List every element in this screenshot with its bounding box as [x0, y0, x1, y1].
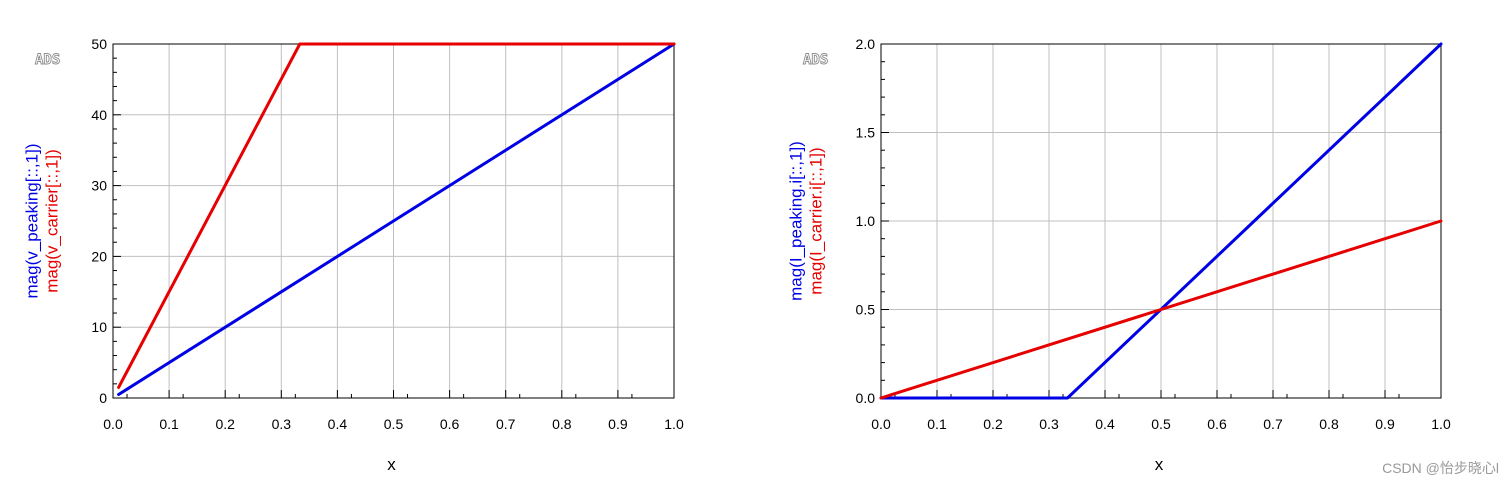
y-tick-label: 40 [91, 107, 107, 123]
chart-panel-1: 0.0 0.1 0.2 0.3 0.4 0.5 0.6 0.7 0.8 0.9 1.0 0 10 20 30… [22, 36, 683, 474]
x-tick-label: 0.3 [1039, 416, 1059, 432]
ads-badge: ADS [803, 52, 828, 68]
y-axis-label-1: mag(I_peaking.i[::,1]) [786, 141, 805, 301]
x-tick-label: 0.3 [272, 416, 292, 432]
y-tick-label: 0 [99, 390, 107, 406]
series-line-2 [879, 219, 1443, 400]
series-line-2 [117, 42, 676, 389]
y-tick-label: 1.0 [856, 213, 876, 229]
y-tick-label: 2.0 [856, 36, 876, 52]
y-axis-label-2: mag(I_carrier.i[::,1]) [806, 147, 825, 294]
x-tick-label: 0.0 [871, 416, 891, 432]
x-axis-label: x [387, 455, 396, 474]
y-tick-label: 50 [91, 36, 107, 52]
x-tick-label: 0.6 [440, 416, 460, 432]
x-tick-label: 0.0 [103, 416, 123, 432]
x-tick-label: 0.7 [496, 416, 516, 432]
x-tick-label: 0.1 [159, 416, 179, 432]
x-tick-label: 1.0 [664, 416, 684, 432]
x-tick-label: 0.5 [384, 416, 404, 432]
ads-badge: ADS [35, 52, 60, 68]
x-tick-label: 0.2 [215, 416, 235, 432]
x-tick-label: 0.7 [1263, 416, 1283, 432]
y-axis-label-1: mag(v_peaking[::,1]) [22, 144, 41, 299]
y-tick-label: 1.5 [856, 125, 876, 141]
x-tick-label: 0.6 [1207, 416, 1227, 432]
x-tick-label: 0.9 [1375, 416, 1395, 432]
y-tick-label: 0.0 [856, 390, 876, 406]
y-tick-label: 20 [91, 248, 107, 264]
chart-panel-2: 0.0 0.1 0.2 0.3 0.4 0.5 0.6 0.7 0.8 0.9 1.0 0.0 0.5 1… [786, 36, 1450, 474]
x-tick-label: 0.4 [328, 416, 348, 432]
csdn-watermark: CSDN @怡步晓心l [1382, 460, 1499, 476]
x-tick-label: 0.2 [983, 416, 1003, 432]
x-tick-label: 0.4 [1095, 416, 1115, 432]
x-tick-label: 0.1 [927, 416, 947, 432]
x-tick-label: 0.8 [1319, 416, 1339, 432]
y-tick-label: 0.5 [856, 302, 876, 318]
x-tick-label: 0.9 [608, 416, 628, 432]
x-tick-label: 0.8 [552, 416, 572, 432]
x-tick-label: 0.5 [1151, 416, 1171, 432]
y-tick-label: 10 [91, 319, 107, 335]
series-line-1 [117, 42, 676, 396]
x-tick-label: 1.0 [1431, 416, 1451, 432]
y-axis-label-2: mag(v_carrier[::,1]) [42, 149, 61, 293]
y-tick-label: 30 [91, 178, 107, 194]
x-axis-label: x [1155, 455, 1164, 474]
series-line-1 [879, 42, 1443, 400]
